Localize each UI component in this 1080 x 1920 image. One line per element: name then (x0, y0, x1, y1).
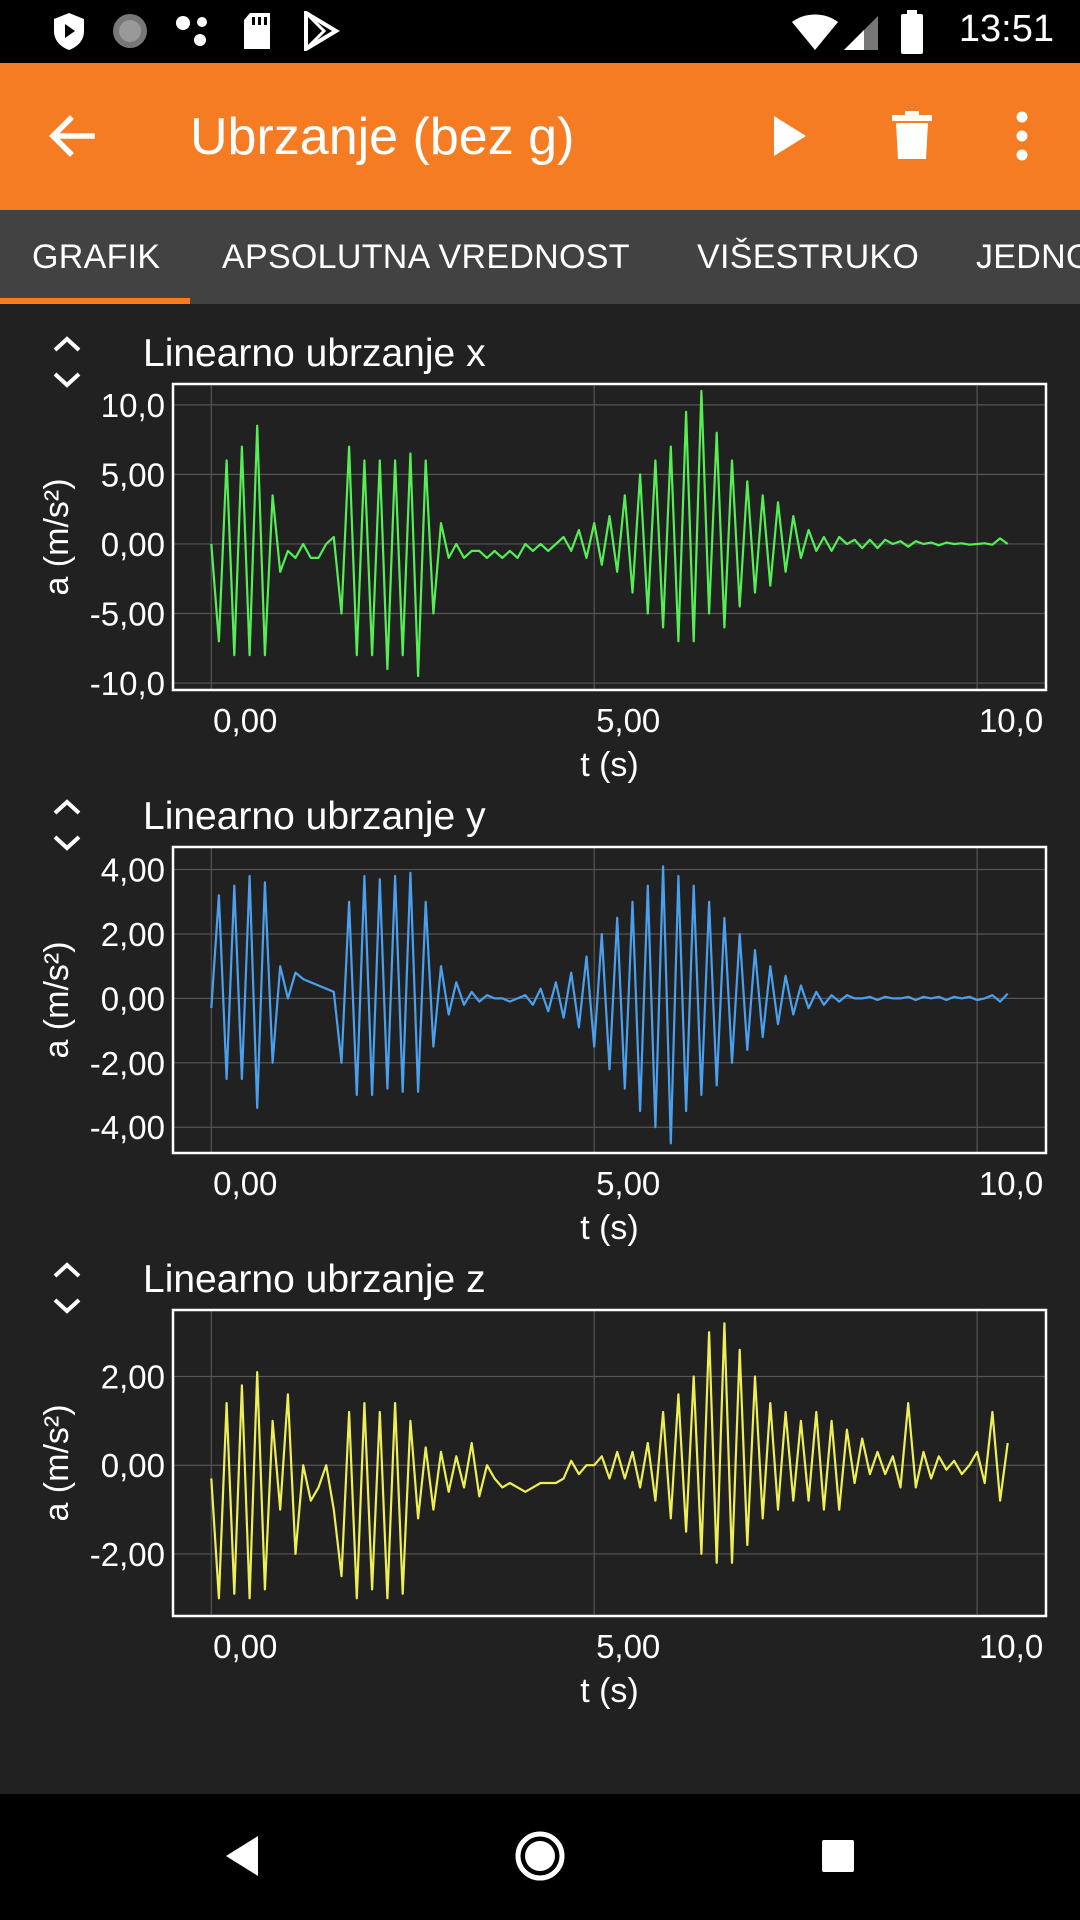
graph-title: Linearno ubrzanje x (143, 332, 486, 375)
x-tick-label: 5,00 (596, 702, 660, 739)
sd-card-icon (244, 13, 270, 49)
x-axis-label: t (s) (580, 1209, 639, 1247)
expand-collapse-icon[interactable] (50, 1262, 84, 1314)
y-tick-label: 0,00 (101, 526, 165, 563)
x-tick-label: 10,0 (979, 1628, 1043, 1665)
graph-block-x: Linearno ubrzanje x 10,0 5,00 0,00 -5,00 -10… (0, 332, 1080, 794)
x-tick-label: 0,00 (213, 702, 277, 739)
chart-x[interactable]: 10,0 5,00 0,00 -5,00 -10,0 0,00 5,00 10,0 t (s) a… (0, 332, 1080, 794)
loading-icon (113, 14, 147, 48)
graph-title: Linearno ubrzanje z (143, 1258, 486, 1301)
y-tick-label: 0,00 (101, 980, 165, 1017)
y-tick-label: 2,00 (101, 1359, 165, 1396)
x-axis-label: t (s) (580, 746, 639, 784)
wifi-icon (792, 14, 838, 50)
x-tick-label: 0,00 (213, 1628, 277, 1665)
x-axis-label: t (s) (580, 1672, 639, 1710)
tab-jedno[interactable]: JEDNO (976, 238, 1080, 276)
tab-indicator (0, 298, 190, 304)
tab-grafik[interactable]: GRAFIK (32, 238, 161, 276)
play-icon[interactable] (770, 114, 810, 158)
series-line (210, 865, 1009, 1145)
nav-back-icon[interactable] (222, 1834, 262, 1878)
status-bar: 13:51 (0, 0, 1080, 63)
back-arrow-icon[interactable] (48, 111, 98, 161)
tab-bar: GRAFIK APSOLUTNA VREDNOST VIŠESTRUKO JED… (0, 210, 1080, 304)
series-line (210, 389, 1009, 678)
y-tick-label: 10,0 (101, 387, 165, 424)
x-tick-label: 0,00 (213, 1165, 277, 1202)
page-title: Ubrzanje (bez g) (190, 108, 575, 166)
y-tick-label: 4,00 (101, 852, 165, 889)
y-tick-label: 5,00 (101, 456, 165, 493)
y-axis-label: a (m/s²) (38, 1404, 76, 1521)
y-tick-label: -2,00 (90, 1536, 165, 1573)
graph-block-y: Linearno ubrzanje y 4,00 2,00 0,00 -2,00 -4,… (0, 795, 1080, 1257)
play-store-icon (304, 11, 340, 51)
x-tick-label: 5,00 (596, 1165, 660, 1202)
x-tick-label: 5,00 (596, 1628, 660, 1665)
y-tick-label: 0,00 (101, 1447, 165, 1484)
trash-icon[interactable] (892, 111, 932, 161)
system-nav-bar (0, 1794, 1080, 1920)
status-time: 13:51 (958, 8, 1054, 50)
app-bar: Ubrzanje (bez g) (0, 63, 1080, 210)
nav-home-icon[interactable] (514, 1830, 566, 1882)
graph-title: Linearno ubrzanje y (143, 795, 486, 838)
x-tick-label: 10,0 (979, 1165, 1043, 1202)
tab-apsolutna-vrednost[interactable]: APSOLUTNA VREDNOST (222, 238, 630, 276)
battery-icon (901, 10, 923, 54)
plot-frame (171, 1308, 1048, 1618)
graph-block-z: Linearno ubrzanje z 2,00 0,00 -2,00 0,00 5,0… (0, 1258, 1080, 1720)
y-axis-label: a (m/s²) (38, 478, 76, 595)
series-line (210, 1322, 1009, 1600)
chart-y[interactable]: 4,00 2,00 0,00 -2,00 -4,00 0,00 5,00 10,0 t (s) a… (0, 795, 1080, 1257)
y-tick-label: -10,0 (90, 665, 165, 702)
y-tick-label: -5,00 (90, 596, 165, 633)
plot-frame (171, 845, 1048, 1155)
expand-collapse-icon[interactable] (50, 336, 84, 388)
tab-visestruko[interactable]: VIŠESTRUKO (697, 238, 920, 276)
y-tick-label: 2,00 (101, 916, 165, 953)
nav-recents-icon[interactable] (820, 1838, 856, 1874)
signal-icon (844, 16, 878, 50)
y-tick-label: -2,00 (90, 1045, 165, 1082)
more-vert-icon[interactable] (1014, 111, 1030, 161)
plot-frame (171, 382, 1048, 692)
dots-icon (176, 16, 207, 46)
y-axis-label: a (m/s²) (38, 941, 76, 1058)
chart-z[interactable]: 2,00 0,00 -2,00 0,00 5,00 10,0 t (s) a (m/s²) (0, 1258, 1080, 1720)
shield-icon (54, 13, 84, 50)
x-tick-label: 10,0 (979, 702, 1043, 739)
y-tick-label: -4,00 (90, 1109, 165, 1146)
expand-collapse-icon[interactable] (50, 799, 84, 851)
